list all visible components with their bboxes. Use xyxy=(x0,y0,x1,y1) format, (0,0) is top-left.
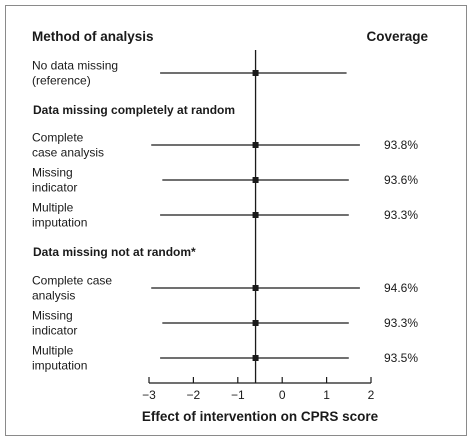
row-label: case analysis xyxy=(32,146,104,160)
row-label: Missing xyxy=(32,166,73,180)
group-label: Data missing not at random* xyxy=(33,245,196,259)
row-label: Missing xyxy=(32,309,73,323)
row-label: (reference) xyxy=(32,74,91,88)
row-label: imputation xyxy=(32,359,87,373)
x-axis-label: Effect of intervention on CPRS score xyxy=(142,409,379,424)
point-estimate xyxy=(252,142,259,148)
row-label: No data missing xyxy=(32,59,118,73)
x-tick-label: 0 xyxy=(279,388,286,402)
coverage-value: 94.6% xyxy=(384,281,418,295)
row-label: imputation xyxy=(32,216,87,230)
point-estimate xyxy=(252,212,259,218)
coverage-value: 93.5% xyxy=(384,351,418,365)
coverage-value: 93.3% xyxy=(384,208,418,222)
row-label: Multiple xyxy=(32,344,74,358)
coverage-value: 93.8% xyxy=(384,138,418,152)
row-label: analysis xyxy=(32,289,75,303)
x-tick-label: 2 xyxy=(368,388,375,402)
point-estimate xyxy=(252,177,259,183)
row-label: Multiple xyxy=(32,201,74,215)
row-label: Complete case xyxy=(32,274,112,288)
x-tick-label: 1 xyxy=(323,388,330,402)
x-tick-label: −3 xyxy=(142,388,156,402)
method-header: Method of analysis xyxy=(32,29,154,44)
row-label: indicator xyxy=(32,181,77,195)
row-label: indicator xyxy=(32,324,77,338)
figure-frame xyxy=(5,5,467,436)
coverage-value: 93.3% xyxy=(384,316,418,330)
coverage-header: Coverage xyxy=(366,29,428,44)
point-estimate xyxy=(252,285,259,291)
point-estimate xyxy=(252,355,259,361)
coverage-value: 93.6% xyxy=(384,173,418,187)
x-tick-label: −1 xyxy=(231,388,245,402)
row-label: Complete xyxy=(32,131,84,145)
point-estimate xyxy=(252,320,259,326)
point-estimate xyxy=(252,70,259,76)
group-label: Data missing completely at random xyxy=(33,103,235,117)
x-tick-label: −2 xyxy=(187,388,201,402)
